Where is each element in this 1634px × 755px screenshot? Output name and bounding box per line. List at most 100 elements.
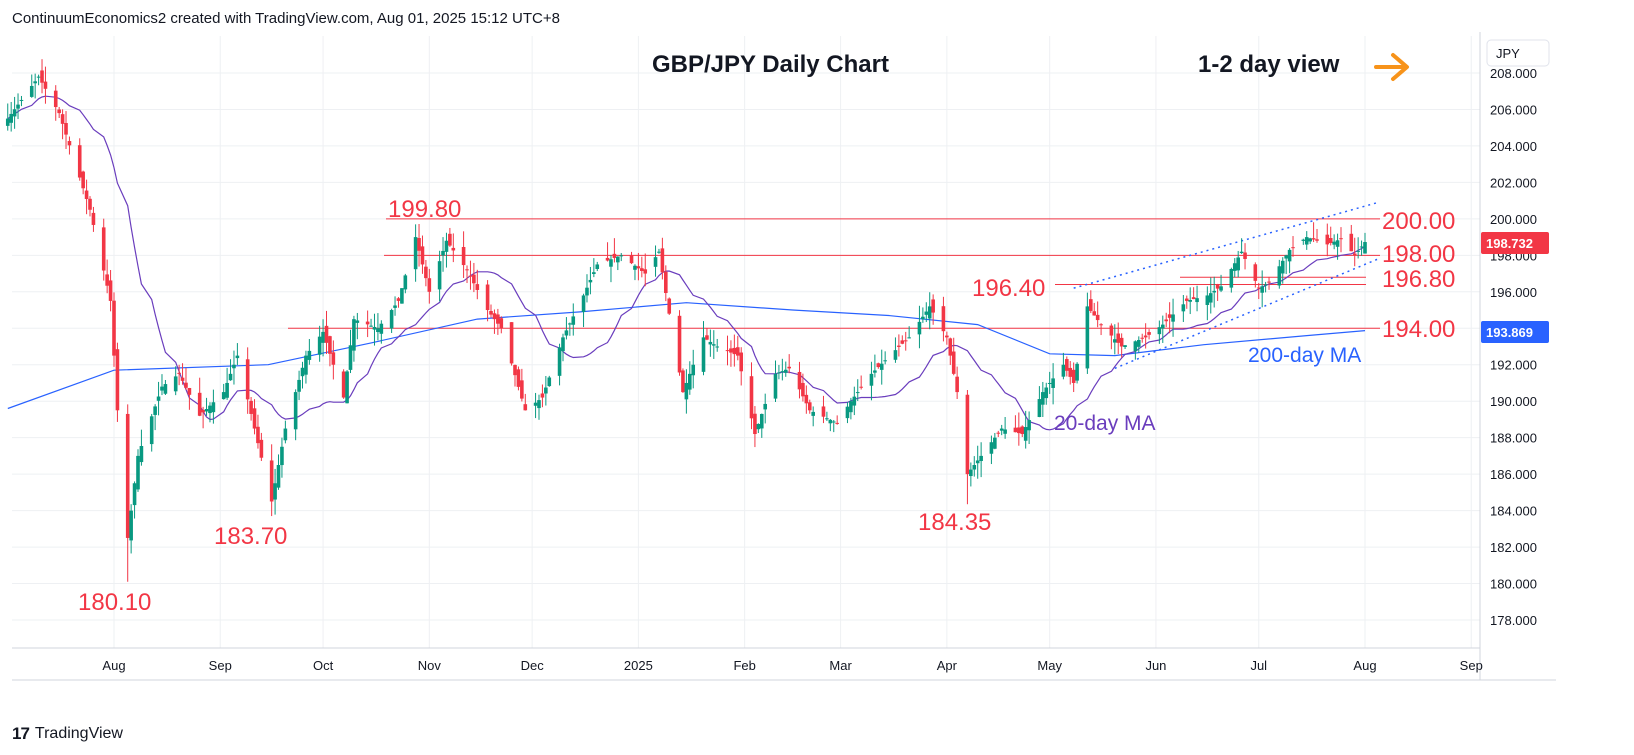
candle-down [417, 238, 421, 251]
candle-up [304, 355, 308, 375]
candle-down [1328, 238, 1333, 244]
candle-up [1037, 399, 1042, 418]
candle-down [753, 413, 757, 435]
candle-up [921, 316, 925, 320]
x-tick-label: Aug [102, 658, 125, 673]
level-label-196-40: 196.40 [972, 275, 1045, 302]
candle-down [520, 380, 524, 399]
candle-up [869, 373, 874, 386]
candle-down [643, 269, 648, 274]
candle-up [773, 373, 778, 399]
candle-up [975, 460, 980, 464]
candle-down [660, 248, 665, 273]
candle-up [564, 330, 569, 336]
level-label-194-00: 194.00 [1382, 316, 1455, 343]
candle-down [331, 352, 336, 365]
candle-down [1215, 284, 1220, 289]
candle-up [537, 400, 541, 409]
candle-down [1013, 427, 1018, 433]
candle-up [389, 310, 394, 329]
candle-up [653, 257, 658, 267]
candle-up [1260, 286, 1264, 293]
candle-up [300, 367, 305, 377]
candle-up [557, 347, 562, 376]
candle-up [879, 363, 884, 370]
candle-up [993, 437, 997, 449]
right-arrow-icon [1374, 53, 1409, 81]
candle-up [592, 272, 596, 274]
candle-up [969, 469, 973, 477]
candle-down [876, 363, 881, 368]
chart-attribution-header: ContinuumEconomics2 created with Trading… [12, 10, 560, 27]
candle-up [691, 364, 696, 376]
candle-up [1359, 246, 1364, 248]
candle-up [831, 421, 836, 423]
candle-down [636, 266, 641, 269]
candle-down [88, 198, 92, 210]
candle-down [184, 382, 188, 388]
x-tick-label: Apr [937, 658, 958, 673]
candle-down [252, 408, 257, 429]
candle-down [900, 340, 905, 344]
candle-down [1339, 238, 1343, 240]
candle-down [897, 345, 901, 347]
candle-up [849, 401, 853, 413]
candle-up [1332, 241, 1336, 245]
candle-up [619, 255, 624, 257]
candle-down [496, 314, 500, 324]
candle-down [91, 212, 96, 225]
candle-up [321, 331, 325, 343]
x-tick-label: Jul [1250, 658, 1267, 673]
candle-up [927, 306, 932, 319]
candle-down [859, 386, 863, 388]
ma20-line [7, 95, 1366, 431]
candle-up [376, 328, 380, 333]
candle-up [293, 392, 298, 430]
candle-up [280, 446, 284, 466]
candle-up [1027, 420, 1031, 431]
candle-down [948, 338, 953, 356]
candle-up [1171, 314, 1175, 322]
candle-down [1256, 287, 1261, 289]
candle-down [1099, 324, 1103, 326]
x-tick-label: Oct [313, 658, 334, 673]
y-tick-label: 184.000 [1490, 504, 1537, 519]
level-label-198-00: 198.00 [1382, 241, 1455, 268]
candle-up [763, 403, 768, 410]
candle-down [667, 298, 672, 314]
candle-up [1212, 290, 1216, 293]
candle-down [105, 274, 109, 286]
candle-down [245, 359, 250, 400]
candle-up [1023, 427, 1028, 441]
candle-down [821, 406, 826, 417]
candle-down [965, 394, 970, 475]
candle-up [403, 275, 408, 290]
candle-up [369, 325, 373, 327]
candle-up [1113, 339, 1117, 343]
candle-up [1280, 260, 1285, 274]
candle-down [125, 413, 130, 538]
candle-down [180, 377, 185, 381]
ma200-polyline [7, 302, 1366, 410]
candle-down [1065, 359, 1069, 371]
candle-up [616, 256, 620, 263]
candle-up [1123, 345, 1127, 347]
candle-up [317, 336, 322, 355]
y-tick-label: 204.000 [1490, 139, 1537, 154]
chart-subtitle: 1-2 day view [1198, 51, 1340, 78]
x-tick-label: Sep [209, 658, 232, 673]
currency-box [1486, 39, 1550, 67]
candlestick-series [5, 59, 1367, 582]
candle-up [1335, 240, 1340, 247]
annotation-180-10: 180.10 [78, 589, 151, 616]
current-price-tag [1481, 232, 1549, 254]
y-tick-label: 190.000 [1490, 394, 1537, 409]
candle-down [787, 366, 791, 369]
candle-down [941, 306, 946, 332]
candle-down [664, 271, 668, 294]
candle-up [441, 250, 445, 256]
candle-up [232, 364, 236, 369]
candle-up [1075, 363, 1079, 381]
candle-up [1205, 295, 1210, 305]
